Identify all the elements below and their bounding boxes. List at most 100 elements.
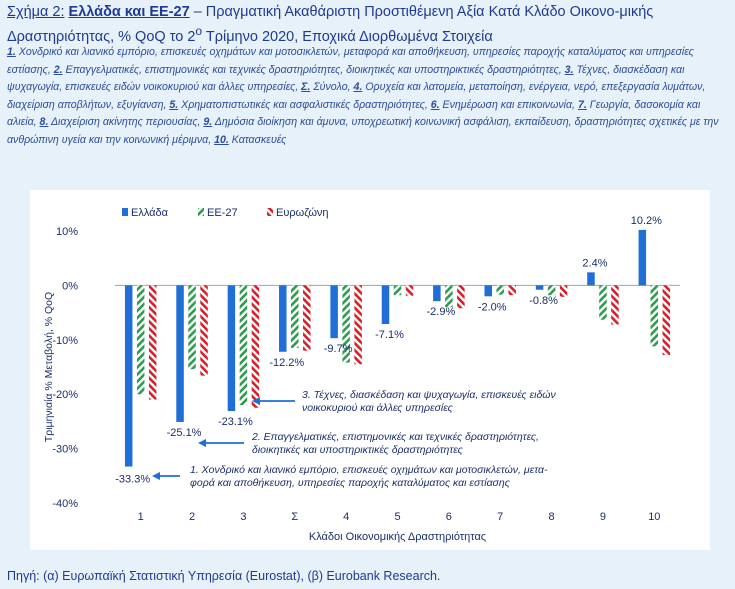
x-tick-label: 10 bbox=[648, 511, 660, 523]
y-tick-label: -30% bbox=[52, 444, 78, 456]
legend-swatch bbox=[198, 208, 204, 216]
eurozone-bar bbox=[148, 285, 157, 400]
annotation-arrow-head bbox=[152, 472, 160, 480]
greece-bar bbox=[279, 285, 287, 352]
chart-panel: 10% 0% -10% -20% -30% -40% Τριμηνιαία % Μεταβο… bbox=[30, 190, 710, 550]
y-tick-label: 10% bbox=[56, 226, 78, 238]
eurozone-bar bbox=[354, 285, 362, 365]
x-tick-label: 8 bbox=[549, 511, 555, 523]
x-tick-label: 4 bbox=[343, 511, 349, 523]
annotation-text: νοικοκυριού και άλλες υπηρεσίες bbox=[302, 402, 454, 414]
data-label: -7.1% bbox=[375, 329, 404, 341]
data-label: -2.9% bbox=[426, 306, 455, 318]
legend-swatch bbox=[122, 208, 128, 216]
annotation-text: διοικητικές και υποστηρικτικές δραστηριό… bbox=[252, 444, 464, 456]
eurozone-bar bbox=[200, 285, 208, 376]
y-tick-label: 0% bbox=[62, 280, 78, 292]
category-notes: 1. Χονδρικό και λιανικό εμπόριο, επισκευ… bbox=[7, 44, 729, 150]
eu27-bar bbox=[136, 285, 145, 395]
greece-bar bbox=[381, 285, 390, 325]
legend-label: Ελλάδα bbox=[131, 207, 169, 219]
x-axis-label: Κλάδοι Οικονομικής Δραστηριότητας bbox=[309, 531, 486, 543]
note-num: 3. bbox=[564, 63, 574, 76]
note-text: Χρηματοπιστωτικές και ασφαλιστικές δραστ… bbox=[178, 98, 431, 111]
x-tick-label: 3 bbox=[240, 511, 246, 523]
greece-bar bbox=[124, 285, 133, 467]
data-label: -12.2% bbox=[269, 357, 304, 369]
note-num: 4. bbox=[353, 81, 363, 94]
x-tick-label: 5 bbox=[394, 511, 400, 523]
note-text: Διαχείριση ακίνητης περιουσίας, bbox=[48, 116, 204, 129]
greece-bar bbox=[638, 229, 647, 286]
greece-bar bbox=[535, 285, 544, 290]
note-text: Γεωργία, δασοκομία και αλιεία, bbox=[7, 98, 701, 129]
eurozone-bar bbox=[405, 285, 414, 296]
greece-bar bbox=[176, 285, 184, 422]
data-label: -23.1% bbox=[218, 416, 253, 428]
legend-label: Ευρωζώνη bbox=[276, 207, 329, 219]
note-text: Χονδρικό και λιανικό εμπόριο, επισκευές … bbox=[7, 46, 694, 76]
annotation-text: φορά και αποθήκευση, υπηρεσίες παροχής κ… bbox=[190, 477, 511, 489]
note-num: 2. bbox=[53, 63, 63, 76]
eu27-bar bbox=[547, 285, 556, 296]
annotation-arrow-head bbox=[252, 397, 260, 405]
annotation-text: 2. Επαγγελματικές, επιστημονικές και τεχ… bbox=[251, 431, 539, 443]
y-tick-label: -20% bbox=[52, 389, 78, 401]
greece-bar bbox=[227, 285, 236, 412]
note-text: Ενημέρωση και επικοινωνία, bbox=[439, 98, 578, 111]
greece-bar bbox=[587, 272, 595, 286]
note-num: 8. bbox=[39, 116, 49, 129]
note-num: 10. bbox=[214, 133, 229, 146]
legend-label: ΕΕ-27 bbox=[207, 207, 238, 219]
bar-chart: 10% 0% -10% -20% -30% -40% Τριμηνιαία % Μεταβο… bbox=[43, 207, 680, 543]
figure-title-text: – Πραγματική Ακαθάριστη Προστιθέμενη Αξί… bbox=[7, 4, 654, 45]
note-text: Κατασκευές bbox=[228, 133, 287, 146]
x-tick-label: 2 bbox=[189, 511, 195, 523]
source-note: Πηγή: (α) Ευρωπαϊκή Στατιστική Υπηρεσία … bbox=[7, 569, 441, 583]
note-num: 1. bbox=[7, 46, 16, 58]
note-num: 7. bbox=[577, 98, 587, 111]
data-label: -9.7% bbox=[324, 343, 353, 355]
annotation-text: 1. Χονδρικό και λιανικό εμπόριο, επισκευ… bbox=[190, 464, 548, 476]
data-label: 10.2% bbox=[631, 215, 662, 227]
eurozone-bar bbox=[251, 285, 260, 408]
note-text: Επαγγελματικές, επιστημονικές και τεχνικ… bbox=[62, 63, 565, 76]
greece-bar bbox=[484, 285, 492, 297]
eurozone-bar bbox=[457, 285, 465, 309]
data-label: -33.3% bbox=[115, 474, 150, 486]
legend-swatch bbox=[267, 208, 273, 216]
eu27-bar bbox=[393, 285, 402, 296]
eu27-bar bbox=[188, 285, 196, 370]
eurozone-bar bbox=[559, 285, 568, 297]
note-text: Ορυχεία και λατομεία, μεταποίηση, ενέργε… bbox=[7, 81, 706, 111]
figure-label: Σχήμα 2: bbox=[7, 4, 65, 20]
data-label: -25.1% bbox=[167, 427, 202, 439]
note-text: Δημόσια διοίκηση και άμυνα, υποχρεωτική … bbox=[7, 116, 719, 146]
eurozone-bar bbox=[303, 285, 311, 351]
figure-title-text-2: Τρίμηνο 2020, Εποχικά Διορθωμένα Στοιχεί… bbox=[202, 28, 493, 45]
data-label: -2.0% bbox=[478, 301, 507, 313]
eu27-bar bbox=[496, 285, 504, 295]
eu27-bar bbox=[291, 285, 299, 348]
eu27-bar bbox=[599, 285, 607, 320]
x-tick-label: 9 bbox=[600, 511, 606, 523]
greece-bar bbox=[330, 285, 338, 339]
eurozone-bar bbox=[508, 285, 516, 296]
eu27-bar bbox=[239, 285, 248, 406]
y-axis-label: Τριμηνιαία % Μεταβολή, % QoQ bbox=[43, 292, 55, 442]
x-tick-label: Σ bbox=[291, 511, 298, 523]
y-tick-label: -10% bbox=[52, 335, 78, 347]
note-num: 9. bbox=[203, 116, 213, 129]
x-tick-label: 6 bbox=[446, 511, 452, 523]
figure-title: Σχήμα 2: Ελλάδα και ΕΕ-27 – Πραγματική Α… bbox=[7, 3, 729, 47]
y-tick-label: -40% bbox=[52, 498, 78, 510]
greece-bar bbox=[433, 285, 441, 302]
eu27-bar bbox=[342, 285, 350, 363]
eurozone-bar bbox=[662, 285, 671, 356]
data-label: 2.4% bbox=[582, 257, 607, 269]
note-num: 6. bbox=[430, 98, 440, 111]
data-label: -0.8% bbox=[529, 295, 558, 307]
annotation-text: 3. Τέχνες, διασκέδαση και ψυχαγωγία, επι… bbox=[302, 389, 556, 401]
figure-title-bold: Ελλάδα και ΕΕ-27 bbox=[68, 4, 190, 20]
eu27-bar bbox=[650, 285, 659, 347]
